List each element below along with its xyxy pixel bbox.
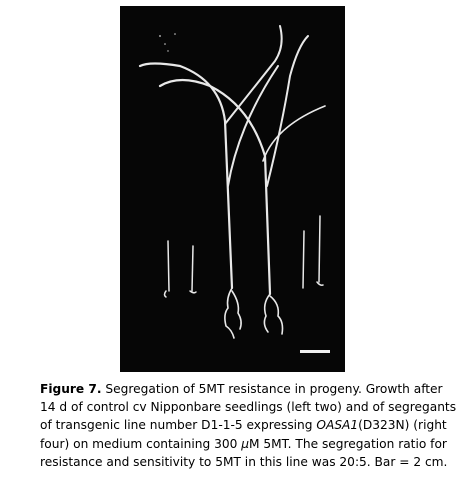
mu-symbol: μ	[241, 436, 249, 451]
caption-text-2: (D323N) (right four) on medium containin…	[40, 418, 447, 451]
caption-text-3: M 5MT. The segregation ratio for resista…	[40, 436, 448, 469]
rice-seedlings-photo	[120, 6, 345, 372]
gene-name: OASA1	[316, 418, 359, 433]
figure-caption: Figure 7. Segregation of 5MT resistance …	[40, 380, 460, 471]
caption-text-1: Segregation of 5MT resistance in progeny…	[40, 382, 457, 433]
seedlings-illustration	[138, 25, 330, 353]
figure-label: Figure 7.	[40, 382, 102, 396]
